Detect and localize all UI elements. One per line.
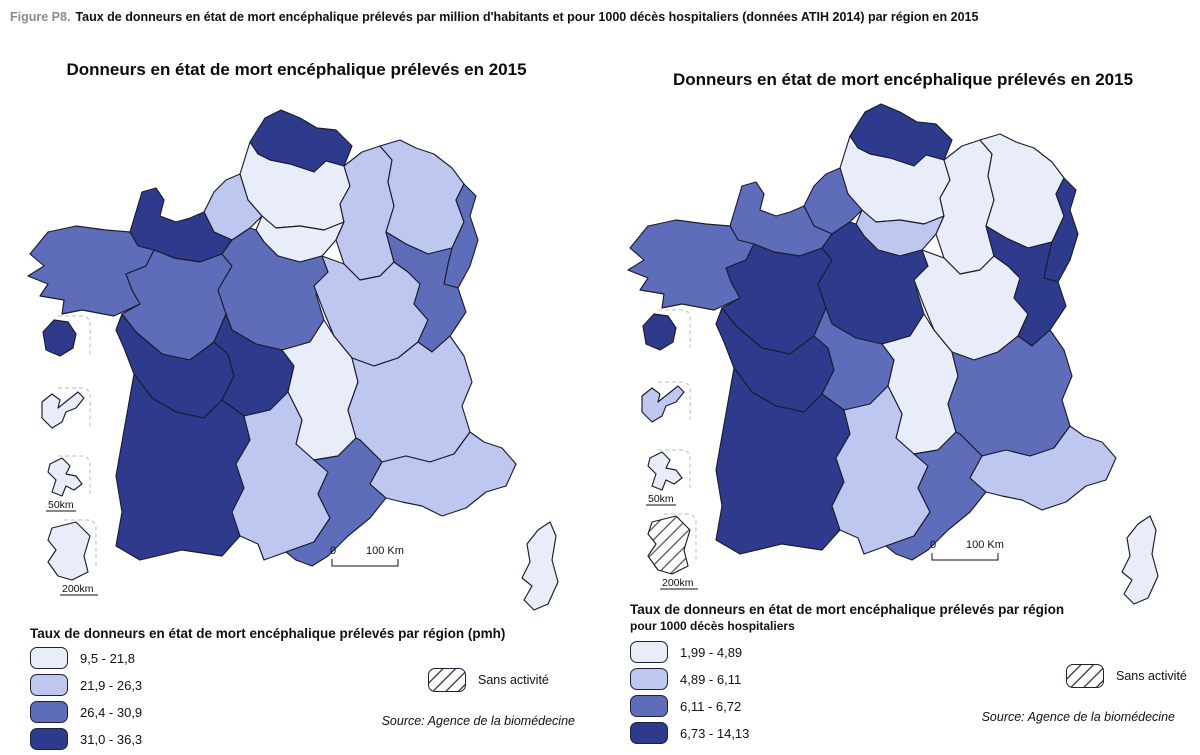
pmh-region-martinique <box>47 457 83 497</box>
legend-title-p1000: Taux de donneurs en état de mort encépha… <box>630 602 1065 617</box>
hatched-swatch-icon <box>428 668 466 692</box>
pmh-inset-scale-label: 200km <box>62 583 94 595</box>
pmh-region-paca <box>369 431 517 517</box>
figure-caption-prefix: Figure P8. <box>10 10 71 24</box>
pmh-legend-row-3: 31,0 - 36,3 <box>30 728 590 750</box>
figure-caption-text: Taux de donneurs en état de mort encépha… <box>75 10 979 24</box>
pmh-region-reunion <box>42 319 77 357</box>
p1000-legend-swatch-1 <box>630 668 668 690</box>
p1000-region-corse <box>1121 515 1159 605</box>
legend-rows-p1000: 1,99 - 4,89 4,89 - 6,11 6,11 - 6,72 6,73 - … <box>630 641 1190 744</box>
p1000-legend-label-0: 1,99 - 4,89 <box>680 644 743 660</box>
p1000-region-paca <box>969 425 1117 511</box>
pmh-legend-row-0: 9,5 - 21,8 <box>30 647 590 669</box>
pmh-legend-label-0: 9,5 - 21,8 <box>80 650 135 666</box>
pmh-legend-label-1: 21,9 - 26,3 <box>80 677 143 693</box>
no-activity-label: Sans activité <box>1116 669 1187 683</box>
pmh-legend-label-3: 31,0 - 36,3 <box>80 731 143 747</box>
p1000-legend-row-1: 4,89 - 6,11 <box>630 668 1190 690</box>
no-activity-label: Sans activité <box>478 673 549 687</box>
p1000-legend-row-0: 1,99 - 4,89 <box>630 641 1190 663</box>
pmh-inset-frame-2 <box>58 455 91 494</box>
legend-pmh: Taux de donneurs en état de mort encépha… <box>30 626 590 755</box>
map-title-p1000: Donneurs en état de mort encéphalique pr… <box>672 70 1134 89</box>
p1000-inset-frame-0 <box>658 309 691 348</box>
pmh-legend-row-1: 21,9 - 26,3 <box>30 674 590 696</box>
hatched-swatch-icon <box>1066 664 1104 688</box>
legend-rows-pmh: 9,5 - 21,8 21,9 - 26,3 26,4 - 30,9 31,0 - 3… <box>30 647 590 750</box>
p1000-inset-frame-3 <box>664 513 697 560</box>
pmh-legend-row-2: 26,4 - 30,9 <box>30 701 590 723</box>
p1000-inset-scale-label: 50km <box>648 493 674 505</box>
no-activity-pmh: Sans activité <box>428 668 549 692</box>
p1000-legend-swatch-0 <box>630 641 668 663</box>
p1000-region-guyane <box>647 515 691 575</box>
p1000-legend-label-1: 4,89 - 6,11 <box>680 671 742 687</box>
pmh-region-guadeloupe <box>41 391 85 429</box>
no-activity-p1000: Sans activité <box>1066 664 1187 688</box>
pmh-scalebar <box>331 559 399 567</box>
p1000-scalebar-label: 100 Km <box>966 539 1004 551</box>
p1000-region-martinique <box>647 451 683 491</box>
p1000-region-champagne-ardenne <box>935 139 995 275</box>
pmh-region-languedoc-roussillon <box>285 437 387 567</box>
pmh-inset-frame-3 <box>64 519 97 566</box>
pmh-region-champagne-ardenne <box>335 145 395 281</box>
p1000-inset-frame-2 <box>658 449 691 488</box>
map-p1000: 50km 200km 0 100 Km <box>627 103 1159 605</box>
map-pmh: 50km 200km 0 100 Km <box>27 109 559 611</box>
legend-p1000: Taux de donneurs en état de mort encépha… <box>630 602 1190 749</box>
legend-title-pmh: Taux de donneurs en état de mort encépha… <box>30 626 506 641</box>
p1000-legend-row-2: 6,11 - 6,72 <box>630 695 1190 717</box>
pmh-legend-swatch-3 <box>30 728 68 750</box>
pmh-legend-swatch-2 <box>30 701 68 723</box>
p1000-scalebar-zero: 0 <box>930 539 936 551</box>
p1000-region-guadeloupe <box>641 385 685 423</box>
pmh-inset-frame-0 <box>58 315 91 354</box>
p1000-inset-frame-1 <box>658 381 691 420</box>
map-title-pmh: Donneurs en état de mort encéphalique pr… <box>66 60 527 79</box>
p1000-inset-scale-label: 200km <box>662 577 694 589</box>
p1000-legend-label-3: 6,73 - 14,13 <box>680 725 750 741</box>
pmh-legend-swatch-1 <box>30 674 68 696</box>
legend-subtitle-p1000: pour 1000 décès hospitaliers <box>630 619 795 633</box>
p1000-scalebar <box>931 553 999 561</box>
p1000-region-languedoc-roussillon <box>885 431 987 561</box>
pmh-scalebar-label: 100 Km <box>366 545 404 557</box>
pmh-legend-swatch-0 <box>30 647 68 669</box>
p1000-legend-label-2: 6,11 - 6,72 <box>680 698 742 714</box>
pmh-region-guyane <box>47 521 91 581</box>
source-p1000: Source: Agence de la biomédecine <box>981 710 1175 724</box>
p1000-legend-swatch-3 <box>630 722 668 744</box>
pmh-legend-label-2: 26,4 - 30,9 <box>80 704 143 720</box>
p1000-legend-swatch-2 <box>630 695 668 717</box>
pmh-scalebar-zero: 0 <box>330 545 336 557</box>
pmh-inset-scale-label: 50km <box>48 499 74 511</box>
pmh-region-corse <box>521 521 559 611</box>
p1000-region-reunion <box>642 313 677 351</box>
p1000-legend-row-3: 6,73 - 14,13 <box>630 722 1190 744</box>
figure-caption: Figure P8. Taux de donneurs en état de mo… <box>10 10 1190 24</box>
source-pmh: Source: Agence de la biomédecine <box>381 714 575 728</box>
pmh-inset-frame-1 <box>58 387 91 426</box>
